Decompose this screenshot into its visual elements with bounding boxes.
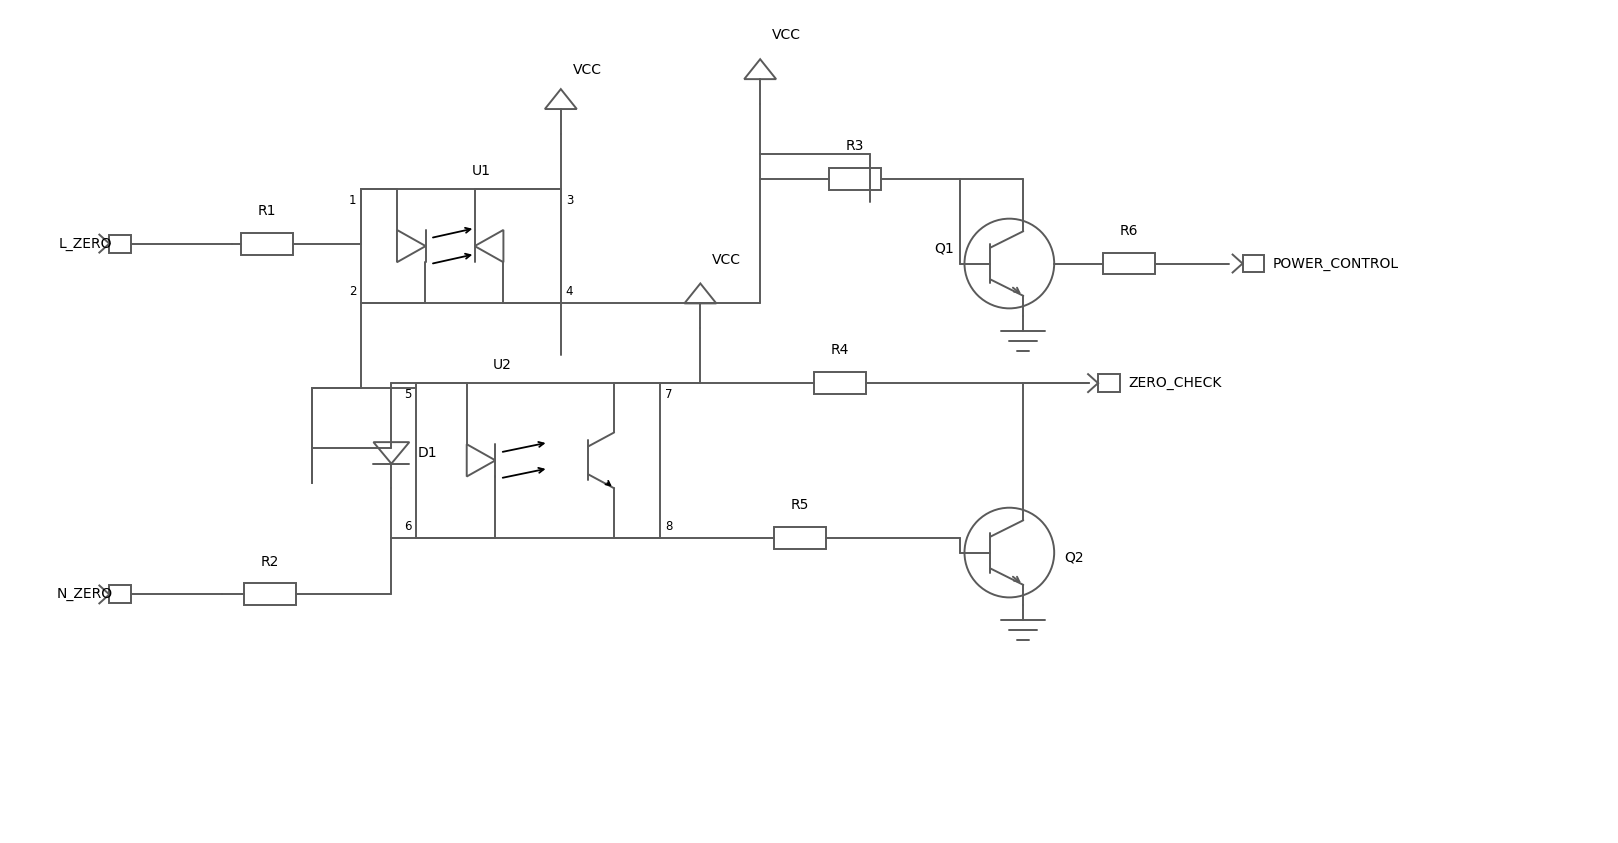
Text: 1: 1 (349, 194, 356, 207)
Text: R5: R5 (791, 497, 809, 512)
Bar (773, 527, 825, 549)
Text: U2: U2 (492, 358, 511, 372)
Text: R3: R3 (846, 139, 864, 153)
Bar (1243, 255, 1265, 272)
Bar (361, 189, 561, 303)
Bar (1099, 374, 1120, 392)
Bar (416, 383, 660, 538)
Text: 3: 3 (566, 194, 573, 207)
Bar (814, 372, 866, 394)
Text: ZERO_CHECK: ZERO_CHECK (1128, 376, 1222, 390)
Text: Q1: Q1 (935, 242, 955, 255)
Bar (244, 583, 296, 605)
Bar (110, 585, 131, 604)
Text: VCC: VCC (772, 29, 801, 42)
Text: 8: 8 (665, 519, 673, 533)
Text: VCC: VCC (712, 253, 741, 266)
Bar (110, 234, 131, 253)
Text: 4: 4 (566, 286, 573, 298)
Text: R1: R1 (257, 204, 277, 217)
Text: R2: R2 (260, 555, 278, 568)
Text: D1: D1 (417, 446, 437, 460)
Text: 5: 5 (404, 388, 411, 401)
Text: L_ZERO: L_ZERO (58, 237, 112, 250)
Text: VCC: VCC (573, 63, 602, 78)
Text: POWER_CONTROL: POWER_CONTROL (1272, 256, 1398, 271)
Text: 6: 6 (404, 519, 411, 533)
Text: Q2: Q2 (1065, 550, 1084, 565)
Text: N_ZERO: N_ZERO (57, 588, 112, 601)
Text: 7: 7 (665, 388, 673, 401)
Bar (1103, 253, 1155, 275)
Text: R4: R4 (830, 343, 849, 357)
Text: U1: U1 (471, 164, 490, 178)
Text: R6: R6 (1120, 223, 1137, 238)
Text: 2: 2 (349, 286, 356, 298)
Bar (828, 168, 880, 190)
Bar (241, 233, 293, 255)
